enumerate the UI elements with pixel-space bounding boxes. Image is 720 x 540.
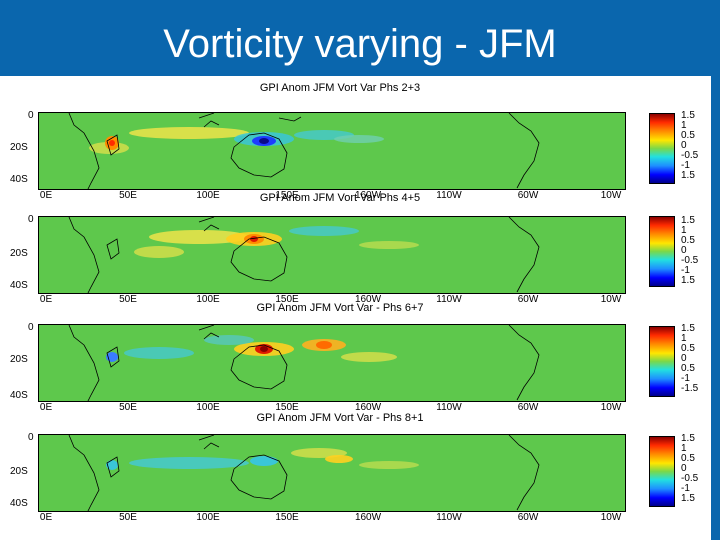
x-tick-label: 100E: [196, 294, 220, 305]
x-tick-label: 50E: [119, 402, 137, 413]
colorbar-label: -0.5: [681, 150, 699, 161]
colorbar-label: 1: [681, 120, 687, 131]
map-panel-4: GPI Anom JFM Vort Var - Phs 8+1 0 20S 40…: [0, 412, 711, 523]
y-tick-label: 40S: [10, 174, 28, 185]
slide-title: Vorticity varying - JFM: [163, 22, 557, 66]
x-tick-label: 150E: [275, 402, 299, 413]
y-tick-label: 40S: [10, 498, 28, 509]
colorbar-label: 0.5: [681, 235, 695, 246]
colorbar: [649, 436, 675, 507]
y-tick-label: 40S: [10, 390, 28, 401]
anomaly-map: [38, 112, 626, 190]
y-tick-label: 0: [28, 110, 34, 121]
anomaly-map: [38, 324, 626, 402]
colorbar-label: 0: [681, 353, 687, 364]
x-tick-label: 0E: [39, 294, 53, 305]
x-tick-label: 100E: [196, 190, 220, 201]
colorbar-label: 0: [681, 463, 687, 474]
x-tick-label: 0E: [39, 512, 53, 523]
x-tick-label: 150E: [275, 294, 299, 305]
x-tick-label: 10W: [600, 512, 622, 523]
x-tick-label: 100E: [196, 512, 220, 523]
x-tick-label: 50E: [119, 190, 137, 201]
x-tick-label: 160W: [354, 294, 382, 305]
colorbar-label: 1.5: [681, 433, 695, 444]
x-tick-label: 60W: [517, 512, 539, 523]
panel-title: GPI Anom JFM Vort Var - Phs 8+1: [256, 412, 424, 424]
x-tick-label: 10W: [600, 190, 622, 201]
colorbar-label: 0.5: [681, 130, 695, 141]
x-tick-label: 160W: [354, 190, 382, 201]
colorbar-label: 0.5: [681, 453, 695, 464]
colorbar-label: 1.5: [681, 275, 695, 286]
colorbar-label: 0.5: [681, 343, 695, 354]
x-tick-label: 0E: [39, 402, 53, 413]
x-tick-label: 160W: [354, 402, 382, 413]
panels-container: GPI Anom JFM Vort Var Phs 2+3 0 20S 40S: [0, 76, 711, 540]
y-tick-label: 0: [28, 432, 34, 443]
colorbar-label: 1.5: [681, 323, 695, 334]
map-panel-1: GPI Anom JFM Vort Var Phs 2+3 0 20S 40S: [0, 82, 711, 201]
anomaly-map: [38, 434, 626, 512]
x-tick-label: 100E: [196, 402, 220, 413]
colorbar-label: 1.5: [681, 493, 695, 504]
x-tick-label: 50E: [119, 294, 137, 305]
x-tick-label: 50E: [119, 512, 137, 523]
colorbar-label: 1.5: [681, 170, 695, 181]
x-tick-label: 110W: [436, 512, 462, 523]
y-tick-label: 20S: [10, 248, 28, 259]
x-tick-label: 110W: [436, 402, 462, 413]
map-field: [68, 435, 540, 511]
side-bar: [711, 76, 720, 540]
colorbar-label: -1: [681, 373, 690, 384]
x-tick-label: 60W: [517, 190, 539, 201]
map-panel-3: GPI Anom JFM Vort Var - Phs 6+7 0 20S 40…: [0, 302, 711, 413]
panel-title: GPI Anom JFM Vort Var Phs 2+3: [259, 82, 421, 94]
colorbar-label: 1.5: [681, 215, 695, 226]
colorbar: [649, 326, 675, 397]
anomaly-map: [38, 216, 626, 294]
x-tick-label: 10W: [600, 294, 622, 305]
x-tick-label: 110W: [436, 190, 462, 201]
colorbar-label: 1.5: [681, 110, 695, 121]
map-field: [68, 217, 540, 293]
x-tick-label: 60W: [517, 402, 539, 413]
x-tick-label: 110W: [436, 294, 462, 305]
map-field: [68, 113, 540, 189]
x-tick-label: 160W: [354, 512, 382, 523]
colorbar-label: -0.5: [681, 255, 699, 266]
y-tick-label: 20S: [10, 466, 28, 477]
y-tick-label: 0: [28, 214, 34, 225]
colorbar: [649, 216, 675, 287]
colorbar-label: 0: [681, 245, 687, 256]
x-tick-label: 10W: [600, 402, 622, 413]
panel-title: GPI Anom JFM Vort Var Phs 4+5: [259, 192, 421, 204]
y-tick-label: 20S: [10, 354, 28, 365]
map-panel-2: GPI Anom JFM Vort Var Phs 4+5 0 20S 40S …: [0, 192, 711, 305]
colorbar-label: -1: [681, 483, 690, 494]
colorbar: [649, 113, 675, 184]
colorbar-label: -1: [681, 265, 690, 276]
colorbar-label: -1.5: [681, 383, 699, 394]
colorbar-label: 1: [681, 443, 687, 454]
colorbar-label: 0.5: [681, 363, 695, 374]
x-tick-label: 60W: [517, 294, 539, 305]
y-tick-label: 20S: [10, 142, 28, 153]
colorbar-label: 1: [681, 225, 687, 236]
slide-header: Vorticity varying - JFM: [0, 0, 720, 76]
y-tick-label: 0: [28, 322, 34, 333]
map-field: [68, 325, 540, 401]
panel-title: GPI Anom JFM Vort Var - Phs 6+7: [256, 302, 424, 314]
x-tick-label: 0E: [39, 190, 53, 201]
y-tick-label: 40S: [10, 280, 28, 291]
colorbar-label: 0: [681, 140, 687, 151]
x-tick-label: 150E: [275, 512, 299, 523]
x-tick-label: 150E: [275, 190, 299, 201]
colorbar-label: 1: [681, 333, 687, 344]
colorbar-label: -0.5: [681, 473, 699, 484]
colorbar-label: -1: [681, 160, 690, 171]
